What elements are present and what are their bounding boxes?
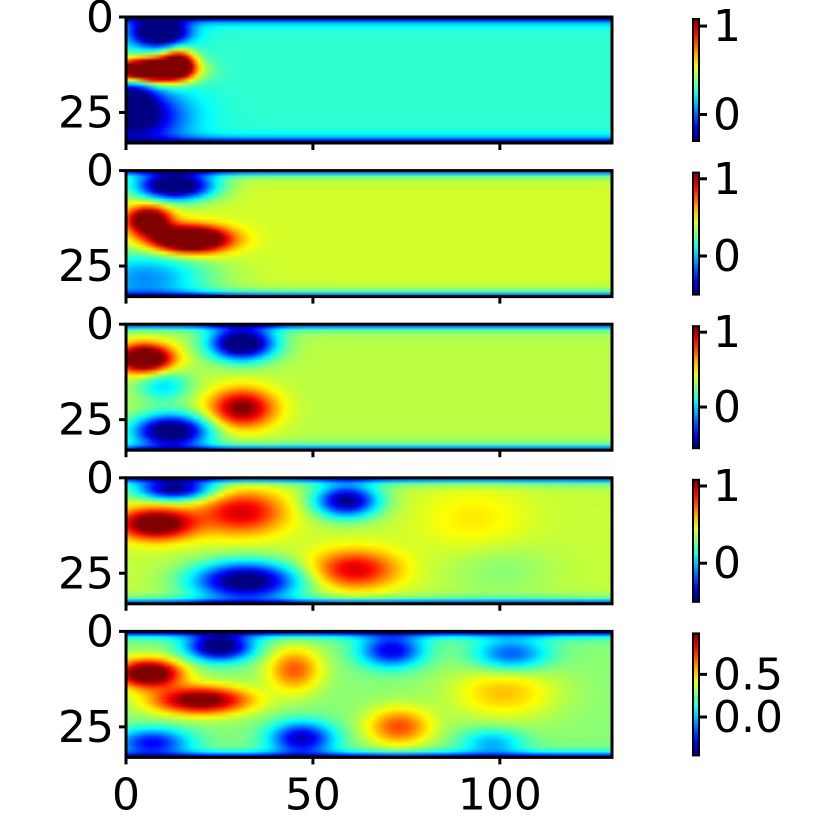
colorbar-tick-label: 0	[713, 538, 741, 589]
colorbar	[692, 18, 700, 142]
colorbar-tick-label: 0.5	[713, 649, 783, 700]
axes-frame	[124, 322, 614, 452]
heatmap-panel-5: 0 50 100 0 25 0.50.0	[58, 606, 783, 820]
axes-frame	[124, 629, 614, 759]
y-tick-label: 0	[86, 606, 114, 657]
heatmap-panel-4: 0 25 1 0	[58, 453, 741, 611]
heatmap-panel-2: 0 25 1 0	[58, 146, 741, 304]
axes-frame	[124, 476, 614, 606]
y-tick-label: 25	[58, 395, 114, 446]
y-tick-label: 0	[86, 453, 114, 504]
y-tick-label: 25	[58, 548, 114, 599]
colorbar	[692, 325, 700, 450]
x-tick-label: 0	[112, 769, 140, 820]
colorbar-tick-label: 0	[713, 89, 741, 140]
axes-frame	[124, 15, 614, 145]
colorbar	[692, 478, 700, 603]
heatmap-image	[126, 17, 612, 143]
x-tick-label: 100	[458, 769, 542, 820]
axes-frame	[124, 169, 614, 299]
colorbar-tick-label: 1	[713, 461, 741, 512]
y-tick-label: 0	[86, 299, 114, 350]
colorbar	[692, 171, 700, 296]
heatmap-panel-1: 0 25 1 0	[58, 0, 741, 150]
heatmap-image	[126, 477, 612, 604]
colorbar-tick-label: 0.0	[713, 692, 783, 743]
y-tick-label: 25	[58, 241, 114, 292]
colorbar-tick-label: 1	[713, 307, 741, 358]
y-tick-label: 0	[86, 0, 114, 43]
x-tick-label: 50	[285, 769, 341, 820]
y-tick-label: 25	[58, 87, 114, 138]
colorbar	[692, 632, 700, 757]
colorbar-tick-label: 0	[713, 231, 741, 282]
colorbar-tick-label: 1	[713, 1, 741, 52]
heatmap-image	[126, 170, 612, 297]
heatmap-panel-3: 0 25 1 0	[58, 299, 741, 458]
colorbar-tick-label: 0	[713, 382, 741, 433]
heatmap-image	[126, 631, 612, 758]
y-tick-label: 0	[86, 146, 114, 197]
heatmap-image	[126, 324, 612, 451]
y-tick-label: 25	[58, 702, 114, 753]
colorbar-tick-label: 1	[713, 154, 741, 205]
